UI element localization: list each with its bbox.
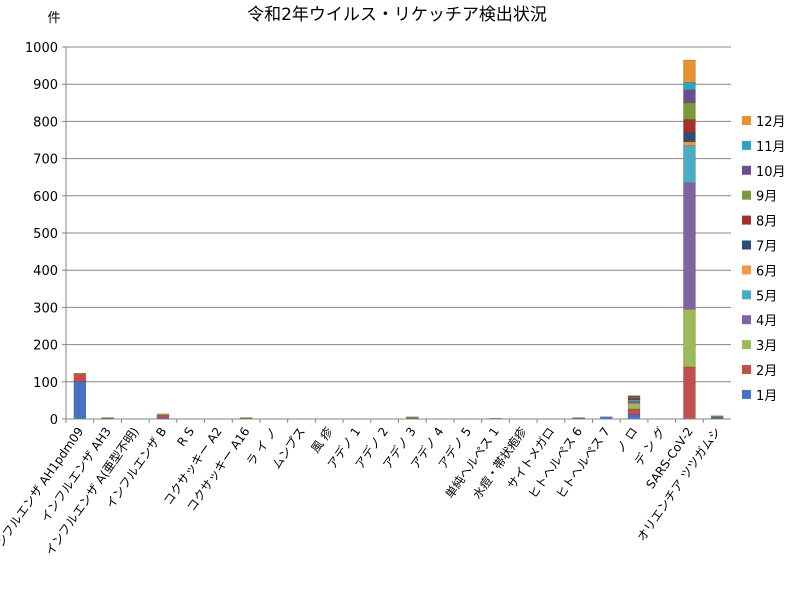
- legend-swatch: [742, 265, 751, 275]
- bar-segment: [710, 415, 724, 417]
- bar-segment: [627, 403, 641, 410]
- legend-label: 12月: [756, 115, 786, 130]
- legend-label: 4月: [756, 314, 777, 329]
- y-tick-label: 500: [33, 227, 58, 242]
- bar-segment: [683, 132, 696, 143]
- bar-segment: [156, 414, 170, 419]
- bar-segment: [627, 399, 641, 401]
- legend: 12月 11月 10月 9月 8月 7月 6月 5月 4月 3月 2月 1月: [742, 115, 786, 404]
- legend-label: 1月: [756, 389, 777, 404]
- legend-swatch: [742, 365, 751, 374]
- bar-segment: [683, 119, 696, 133]
- legend-swatch: [742, 190, 751, 200]
- y-tick-label: 400: [33, 264, 58, 279]
- legend-swatch: [742, 389, 751, 399]
- bar-segment: [683, 82, 696, 91]
- bar-segment: [683, 145, 696, 184]
- legend-label: 9月: [756, 190, 777, 205]
- legend-swatch: [742, 116, 751, 125]
- legend-label: 5月: [756, 289, 777, 304]
- y-axis-ticks: 0 100 200 300 400 500 600 700 800 900 1000: [25, 41, 66, 428]
- y-tick-label: 700: [33, 153, 58, 168]
- y-tick-label: 1000: [25, 41, 58, 56]
- x-category-label: R S: [174, 425, 197, 449]
- y-tick-label: 200: [33, 339, 58, 354]
- legend-swatch: [742, 140, 751, 150]
- gridlines: [66, 46, 731, 383]
- legend-label: 7月: [756, 240, 777, 255]
- y-tick-label: 300: [33, 301, 58, 316]
- bar-segment: [683, 309, 696, 368]
- y-tick-label: 0: [50, 413, 58, 428]
- bar-segment: [627, 401, 641, 404]
- bar-segment: [683, 59, 696, 83]
- bar-segment: [683, 366, 696, 420]
- legend-label: 11月: [756, 140, 786, 155]
- bar-segment: [683, 102, 696, 120]
- legend-swatch: [742, 315, 751, 325]
- chart-title: 令和2年ウイルス・リケッチア検出状況: [247, 5, 547, 25]
- bar-segment: [406, 416, 419, 418]
- legend-swatch: [742, 215, 751, 225]
- legend-label: 3月: [756, 339, 777, 354]
- bar-segment: [627, 414, 641, 420]
- legend-swatch: [742, 165, 751, 175]
- legend-swatch: [742, 340, 751, 350]
- bar-segment: [683, 141, 696, 146]
- legend-label: 8月: [756, 215, 777, 230]
- legend-label: 2月: [756, 364, 777, 379]
- bars: [73, 59, 724, 420]
- legend-swatch: [742, 290, 751, 300]
- bar-segment: [683, 182, 696, 310]
- bar-segment: [627, 395, 641, 397]
- y-tick-label: 800: [33, 115, 58, 130]
- bar-segment: [627, 408, 641, 415]
- legend-swatch: [742, 240, 751, 250]
- x-category-label: 風 疹: [307, 424, 335, 455]
- bar-segment: [73, 372, 87, 383]
- bar-segment: [101, 417, 114, 419]
- bar-segment: [73, 381, 87, 420]
- y-tick-label: 100: [33, 376, 58, 391]
- y-tick-label: 600: [33, 190, 58, 205]
- x-category-label: ノ ロ: [613, 425, 640, 456]
- bar-segment: [239, 417, 253, 419]
- y-tick-label: 900: [33, 78, 58, 93]
- bar-segment: [683, 89, 696, 104]
- legend-label: 10月: [756, 165, 786, 180]
- x-category-label: インフルエンザ AH1pdm09: [0, 425, 86, 560]
- bar-segment: [156, 413, 170, 416]
- y-axis-label: 件: [47, 11, 60, 26]
- bar-segment: [572, 417, 585, 419]
- legend-label: 6月: [756, 264, 777, 279]
